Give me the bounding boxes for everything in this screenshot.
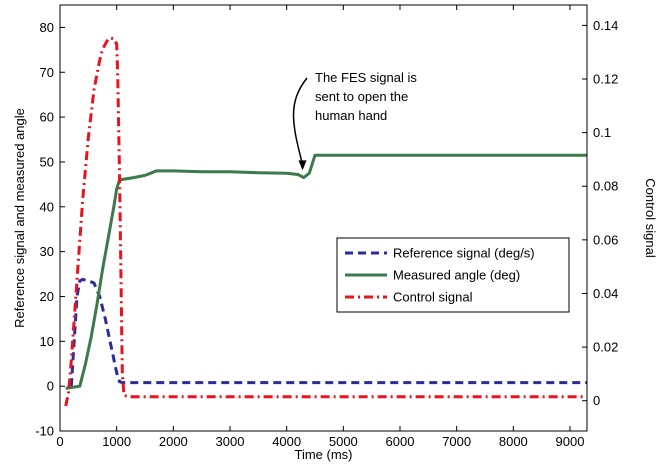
- left-y-tick-label: 50: [40, 154, 54, 169]
- x-tick-label: 6000: [386, 434, 415, 449]
- left-y-tick-label: 20: [40, 289, 54, 304]
- annotation-arrowhead: [298, 160, 307, 171]
- annotation-text-line: human hand: [315, 108, 387, 123]
- annotation-layer: The FES signal is sent to open the human h…: [292, 70, 417, 171]
- annotation-text-line: sent to open the: [315, 89, 408, 104]
- right-y-tick-label: 0.1: [593, 125, 611, 140]
- x-axis-label: Time (ms): [294, 447, 352, 462]
- right-y-tick-label: 0.12: [593, 71, 618, 86]
- right-y-tick-label: 0.08: [593, 179, 618, 194]
- series-line-measured-angle-deg: [65, 153, 587, 390]
- x-tick-label: 2000: [159, 434, 188, 449]
- right-y-tick-label: 0.02: [593, 340, 618, 355]
- x-tick-label: 7000: [442, 434, 471, 449]
- left-y-tick-label: 40: [40, 199, 54, 214]
- x-tick-label: 0: [56, 434, 63, 449]
- series-layer: [64, 36, 587, 407]
- left-y-tick-label: 10: [40, 334, 54, 349]
- right-y-tick-label: 0.06: [593, 232, 618, 247]
- legend-label: Control signal: [393, 290, 473, 305]
- legend-label: Reference signal (deg/s): [393, 246, 535, 261]
- legend: Reference signal (deg/s) Measured angle (…: [336, 237, 570, 313]
- right-y-axis-label: Control signal: [643, 178, 658, 258]
- x-tick-label: 5000: [329, 434, 358, 449]
- x-tick-label: 8000: [499, 434, 528, 449]
- axes-layer: [59, 4, 588, 432]
- left-y-tick-label: 30: [40, 244, 54, 259]
- legend-label: Measured angle (deg): [393, 268, 520, 283]
- plot-frame: [59, 4, 588, 432]
- left-y-tick-label: 0: [47, 379, 54, 394]
- annotation-text-line: The FES signal is: [315, 70, 417, 85]
- right-y-tick-label: 0.14: [593, 18, 618, 33]
- left-y-tick-label: -10: [35, 424, 54, 439]
- x-tick-label: 1000: [102, 434, 131, 449]
- left-y-tick-label: 80: [40, 20, 54, 35]
- left-y-axis-label: Reference signal and measured angle: [12, 108, 27, 328]
- x-tick-label: 4000: [272, 434, 301, 449]
- right-y-tick-label: 0: [593, 393, 600, 408]
- x-tick-label: 9000: [556, 434, 585, 449]
- left-y-tick-label: 70: [40, 65, 54, 80]
- right-y-tick-label: 0.04: [593, 286, 618, 301]
- series-line-control-signal: [64, 36, 587, 407]
- left-y-tick-label: 60: [40, 110, 54, 125]
- ticks-layer: 0 1000 2000 3000 4000 5000 6000 7000 8000 9000-10…: [35, 5, 618, 449]
- x-tick-label: 3000: [216, 434, 245, 449]
- series-line-reference-signal-deg-s: [69, 277, 587, 387]
- annotation-arrow-line: [292, 77, 308, 165]
